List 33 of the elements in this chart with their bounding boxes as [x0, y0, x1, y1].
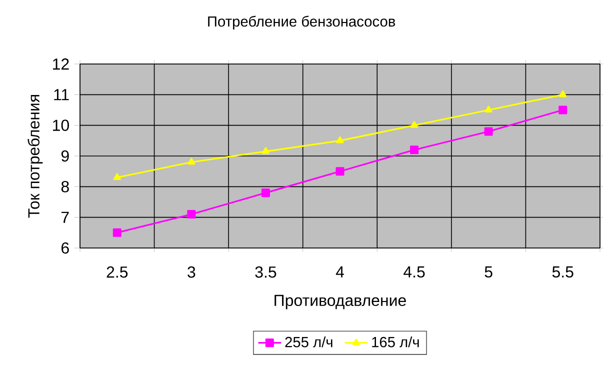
- x-tick-label: 5.5: [552, 266, 574, 278]
- chart-title: Потребление бензонасосов: [208, 16, 396, 30]
- y-tick-label: 10: [53, 120, 69, 131]
- point: [558, 106, 568, 114]
- x-tick-label: 5: [484, 266, 492, 278]
- x-tick-label: 4.5: [404, 266, 425, 278]
- y-tick-label: 7: [62, 212, 69, 223]
- point: [336, 136, 344, 144]
- point: [484, 127, 493, 136]
- point: [113, 173, 121, 180]
- x-tick-label: 2.5: [106, 266, 128, 278]
- x-tick-label: 3: [188, 266, 196, 278]
- y-axis-title: Ток потребления: [28, 95, 43, 218]
- point: [262, 147, 270, 154]
- x-tick-label: 3.5: [255, 266, 276, 278]
- point: [559, 90, 567, 98]
- point: [188, 158, 196, 165]
- point: [410, 146, 419, 154]
- y-tick-label: 8: [61, 181, 69, 192]
- x-tick-label: 4: [336, 266, 344, 278]
- y-tick-label: 11: [54, 89, 69, 100]
- y-tick-label: 6: [62, 242, 69, 254]
- point: [484, 106, 492, 113]
- legend-label: 165 л/ч: [372, 336, 419, 348]
- y-tick-label: 9: [61, 150, 69, 162]
- point: [112, 228, 122, 237]
- y-tick-label: 12: [53, 58, 69, 70]
- x-axis-title: Противодавление: [274, 294, 406, 310]
- point: [410, 121, 418, 128]
- legend-label: 255 л/ч: [285, 336, 332, 348]
- point: [187, 210, 196, 219]
- point: [336, 167, 344, 176]
- point: [261, 188, 270, 198]
